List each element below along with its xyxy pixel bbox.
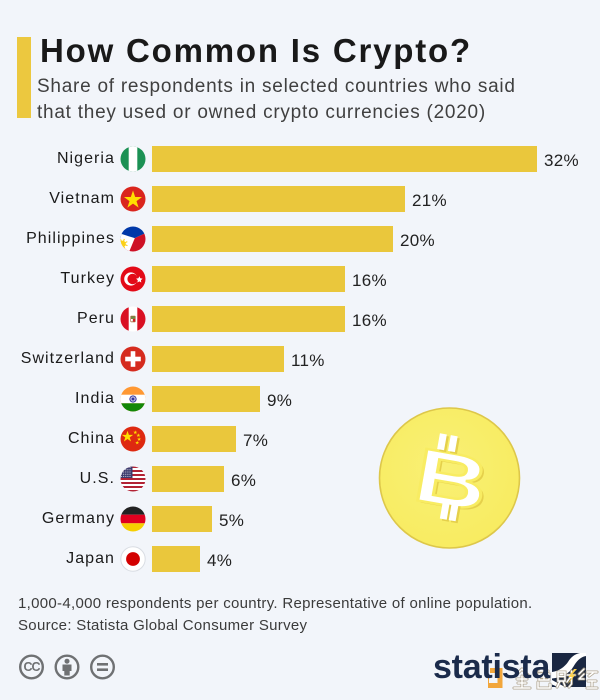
svg-text:CC: CC: [23, 660, 40, 674]
